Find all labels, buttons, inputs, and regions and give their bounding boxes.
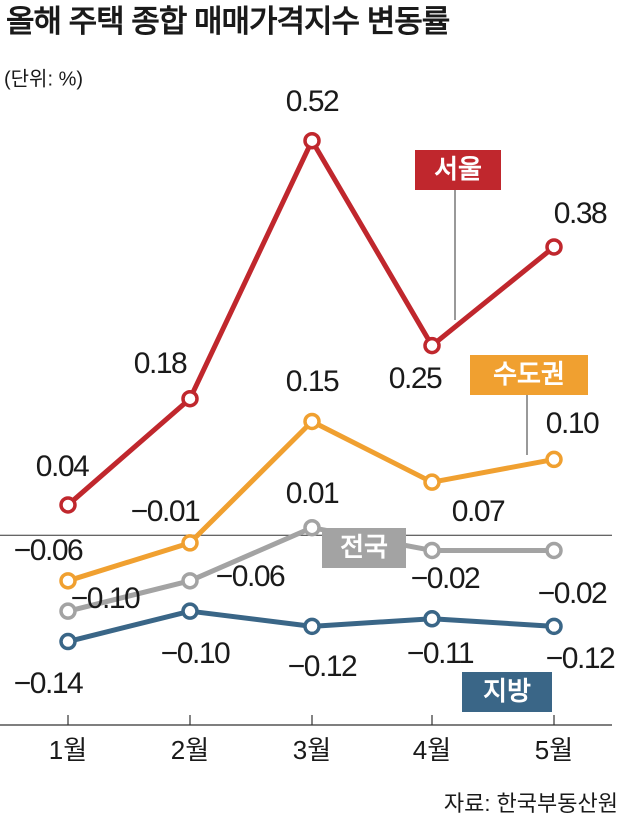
x-tick-label: 3월 <box>293 735 331 765</box>
value-label: −0.10 <box>161 637 230 670</box>
chart-unit: (단위: %) <box>4 67 83 90</box>
value-label: −0.12 <box>288 650 357 683</box>
value-label: 0.18 <box>134 347 187 380</box>
legend-box <box>470 355 588 395</box>
point <box>423 541 441 560</box>
value-label: −0.12 <box>546 642 615 675</box>
point <box>545 541 563 560</box>
legend-box <box>462 672 552 712</box>
chart-title: 올해 주택 종합 매매가격지수 변동률 <box>6 4 450 39</box>
point <box>59 632 77 651</box>
point <box>545 238 563 256</box>
value-label: 0.25 <box>389 362 442 395</box>
value-label: 0.07 <box>452 495 505 528</box>
point <box>181 602 199 620</box>
x-tick-label: 5월 <box>535 735 573 765</box>
value-label: −0.02 <box>411 562 480 595</box>
point <box>545 617 563 636</box>
point <box>423 336 441 355</box>
legend-label: 전국 <box>340 532 388 562</box>
value-label: 0.15 <box>286 365 339 398</box>
point <box>303 131 321 150</box>
value-label: −0.01 <box>131 495 200 528</box>
point <box>181 572 199 590</box>
x-tick-label: 1월 <box>49 735 87 765</box>
point <box>181 534 199 552</box>
value-label: −0.06 <box>14 534 83 567</box>
point <box>545 450 563 469</box>
legend-box <box>322 528 406 568</box>
value-label: −0.11 <box>407 637 474 670</box>
value-label: 0.10 <box>546 407 599 440</box>
point <box>423 610 441 628</box>
series-line <box>66 138 556 507</box>
point <box>59 602 77 620</box>
value-label: 0.38 <box>554 197 607 230</box>
legend-label: 서울 <box>434 154 482 184</box>
value-label: 0.04 <box>36 450 89 483</box>
series-line <box>67 525 554 614</box>
source: 자료: 한국부동산원 <box>444 791 618 816</box>
x-tick-label: 4월 <box>413 735 451 765</box>
value-label: −0.06 <box>216 560 285 593</box>
value-label: 0.52 <box>286 85 339 118</box>
value-label: −0.14 <box>14 667 83 700</box>
legend-label: 수도권 <box>493 359 565 389</box>
legend-box <box>415 150 501 190</box>
point <box>423 473 441 491</box>
point <box>303 518 321 537</box>
point <box>59 572 77 590</box>
legend-label: 지방 <box>483 676 531 706</box>
point <box>303 617 321 636</box>
point <box>59 496 77 514</box>
point <box>303 412 321 431</box>
value-label: −0.10 <box>71 582 140 615</box>
value-label: 0.01 <box>286 477 339 510</box>
point <box>181 389 199 408</box>
value-label: −0.02 <box>538 577 607 610</box>
x-tick-label: 2월 <box>171 735 209 765</box>
